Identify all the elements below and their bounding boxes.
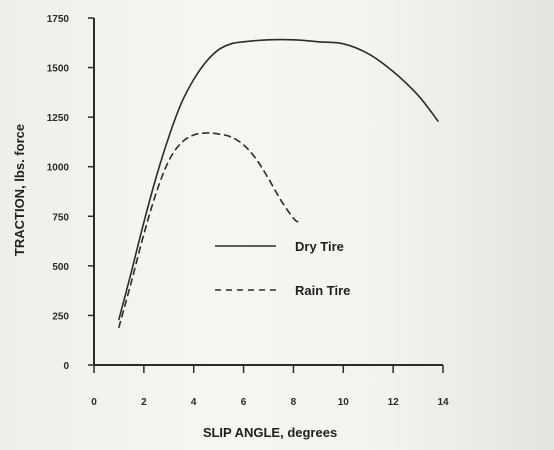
x-ticks: 0 2 4 6 8 10 12 14 (91, 365, 449, 408)
series-layer (118, 38, 439, 329)
x-tick-label: 12 (388, 397, 400, 408)
x-tick-label: 6 (241, 397, 247, 408)
legend-label-dry-tire: Dry Tire (295, 239, 344, 254)
y-tick-label: 1500 (47, 64, 70, 75)
y-axis-title: TRACTION, lbs. force (12, 124, 27, 256)
y-tick-label: 0 (63, 361, 69, 372)
y-tick-label: 1000 (47, 163, 70, 174)
legend-label-rain-tire: Rain Tire (295, 283, 350, 298)
series-line-rain-tire (118, 132, 300, 329)
y-tick-label: 1250 (47, 113, 70, 124)
x-tick-label: 4 (191, 397, 197, 408)
x-tick-label: 0 (91, 397, 97, 408)
series-line-dry-tire (118, 38, 439, 321)
y-ticks: 0 250 500 750 1000 1250 1500 1750 (47, 14, 94, 372)
y-tick-label: 250 (52, 311, 69, 322)
y-tick-label: 500 (52, 262, 69, 273)
y-tick-label: 1750 (47, 14, 70, 25)
x-axis-title: SLIP ANGLE, degrees (203, 425, 337, 440)
x-tick-label: 10 (338, 397, 350, 408)
legend: Dry Tire Rain Tire (215, 239, 350, 298)
y-tick-label: 750 (52, 212, 69, 223)
x-tick-label: 2 (141, 397, 147, 408)
x-tick-label: 8 (291, 397, 297, 408)
x-tick-label: 14 (437, 397, 449, 408)
